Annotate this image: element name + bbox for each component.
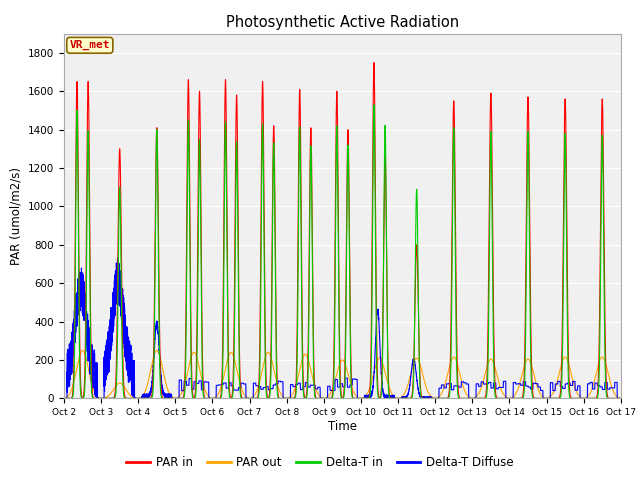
Delta-T Diffuse <box>617 396 625 401</box>
PAR in <box>370 60 378 65</box>
Line: Delta-T Diffuse: Delta-T Diffuse <box>64 258 621 398</box>
Delta-T Diffuse <box>250 396 257 401</box>
Line: Delta-T in: Delta-T in <box>64 105 621 398</box>
PAR out <box>79 348 86 353</box>
PAR out <box>250 394 257 399</box>
Delta-T Diffuse <box>114 255 122 261</box>
PAR out <box>60 396 68 401</box>
PAR in <box>324 396 332 401</box>
PAR in <box>467 396 475 401</box>
Delta-T Diffuse <box>324 384 332 389</box>
Delta-T in <box>594 395 602 400</box>
PAR in <box>617 396 625 401</box>
Delta-T in <box>370 102 378 108</box>
PAR in <box>594 391 602 396</box>
PAR out <box>324 394 332 399</box>
Line: PAR out: PAR out <box>64 350 621 398</box>
Delta-T Diffuse <box>587 380 595 385</box>
Title: Photosynthetic Active Radiation: Photosynthetic Active Radiation <box>226 15 459 30</box>
PAR out <box>467 396 475 401</box>
PAR out <box>617 396 625 401</box>
Delta-T Diffuse <box>483 381 491 386</box>
Delta-T Diffuse <box>467 396 475 401</box>
Delta-T Diffuse <box>594 383 602 388</box>
Y-axis label: PAR (umol/m2/s): PAR (umol/m2/s) <box>10 167 22 265</box>
Text: VR_met: VR_met <box>70 40 110 50</box>
Delta-T in <box>250 396 257 401</box>
Line: PAR in: PAR in <box>64 62 621 398</box>
X-axis label: Time: Time <box>328 420 357 433</box>
Delta-T in <box>60 396 68 401</box>
PAR out <box>594 366 602 372</box>
Delta-T in <box>587 396 595 401</box>
Delta-T in <box>467 396 475 401</box>
Delta-T in <box>483 392 491 397</box>
PAR in <box>587 396 595 401</box>
PAR out <box>483 365 491 371</box>
Delta-T in <box>324 396 332 401</box>
Delta-T in <box>617 396 625 401</box>
Delta-T Diffuse <box>60 396 68 401</box>
Legend: PAR in, PAR out, Delta-T in, Delta-T Diffuse: PAR in, PAR out, Delta-T in, Delta-T Dif… <box>122 452 518 474</box>
PAR in <box>60 396 68 401</box>
PAR out <box>587 390 595 396</box>
PAR in <box>483 381 491 387</box>
PAR in <box>250 396 257 401</box>
